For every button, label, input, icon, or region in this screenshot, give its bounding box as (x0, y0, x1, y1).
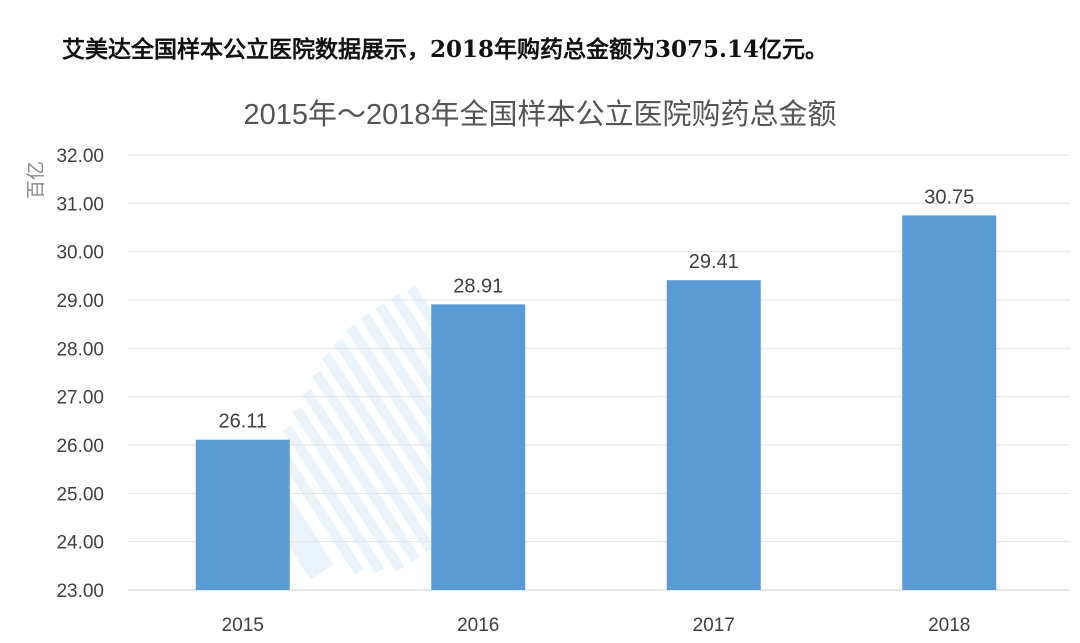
bars (195, 215, 997, 590)
y-tick-label: 25.00 (56, 484, 104, 505)
x-axis-ticks: 2015 2016 2017 2018 (222, 615, 971, 636)
y-tick-label: 32.00 (56, 146, 104, 167)
bar-2018 (902, 215, 997, 590)
y-tick-label: 27.00 (56, 388, 104, 409)
data-label-2018: 30.75 (924, 186, 974, 208)
data-label-2017: 29.41 (689, 251, 739, 273)
y-axis-label: 百亿 (25, 161, 47, 199)
y-tick-label: 24.00 (56, 533, 104, 554)
data-labels: 26.11 28.91 29.41 30.75 (218, 186, 974, 432)
data-label-2016: 28.91 (453, 275, 503, 297)
y-tick-label: 23.00 (56, 581, 104, 602)
bar-2016 (431, 304, 526, 590)
y-tick-label: 29.00 (56, 291, 104, 312)
y-tick-label: 30.00 (56, 243, 104, 264)
y-tick-label: 31.00 (56, 194, 104, 215)
x-tick-label: 2017 (693, 615, 735, 636)
x-tick-label: 2018 (928, 615, 970, 636)
data-label-2015: 26.11 (218, 411, 267, 433)
y-tick-label: 26.00 (56, 436, 104, 457)
bar-2015 (195, 439, 290, 590)
chart-title: 2015年～2018年全国样本公立医院购药总金额 (243, 98, 836, 131)
bar-2017 (666, 280, 761, 590)
headline: 艾美达全国样本公立医院数据展示，2018年购药总金额为3075.14亿元。 (62, 36, 829, 63)
y-tick-label: 28.00 (56, 339, 104, 360)
x-tick-label: 2016 (457, 615, 499, 636)
y-axis-ticks: 23.00 24.00 25.00 26.00 27.00 28.00 29.00 30.00… (56, 146, 104, 602)
x-tick-label: 2015 (222, 615, 264, 636)
